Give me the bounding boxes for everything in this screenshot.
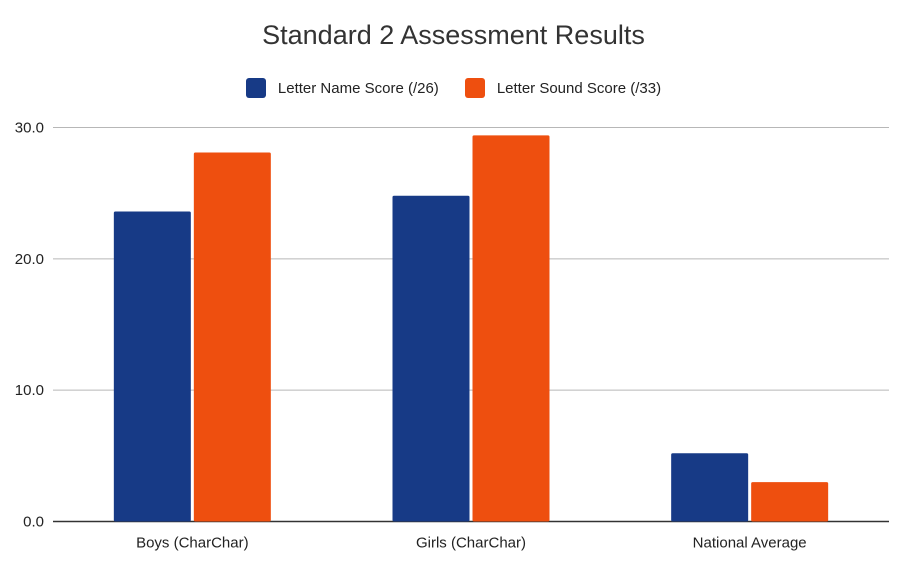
legend-label-letter-name: Letter Name Score (/26) (277, 79, 439, 97)
x-tick-label: Boys (CharChar) (136, 535, 249, 552)
y-tick-label: 10.0 (15, 382, 44, 399)
legend-item-letter-name: Letter Name Score (/26) (245, 78, 439, 98)
legend-label-letter-sound: Letter Sound Score (/33) (496, 79, 662, 97)
bar-series-0-0 (113, 211, 191, 522)
bar-series-0-1 (392, 195, 470, 522)
bar-series-0-2 (671, 453, 749, 522)
bar-series-1-0 (193, 152, 271, 522)
legend-item-letter-sound: Letter Sound Score (/33) (464, 78, 662, 98)
chart-title: Standard 2 Assessment Results (262, 20, 645, 50)
x-tick-label: Girls (CharChar) (416, 535, 526, 552)
bar-series-1-2 (751, 482, 829, 522)
y-tick-label: 0.0 (23, 514, 44, 531)
legend-swatch-letter-name (245, 78, 266, 98)
x-tick-label: National Average (693, 535, 807, 552)
legend-swatch-letter-sound (464, 78, 485, 98)
y-tick-label: 20.0 (15, 251, 44, 268)
y-tick-label: 30.0 (15, 120, 44, 137)
bar-series-1-1 (472, 135, 550, 522)
chart-legend: Letter Name Score (/26) Letter Sound Sco… (0, 78, 907, 98)
